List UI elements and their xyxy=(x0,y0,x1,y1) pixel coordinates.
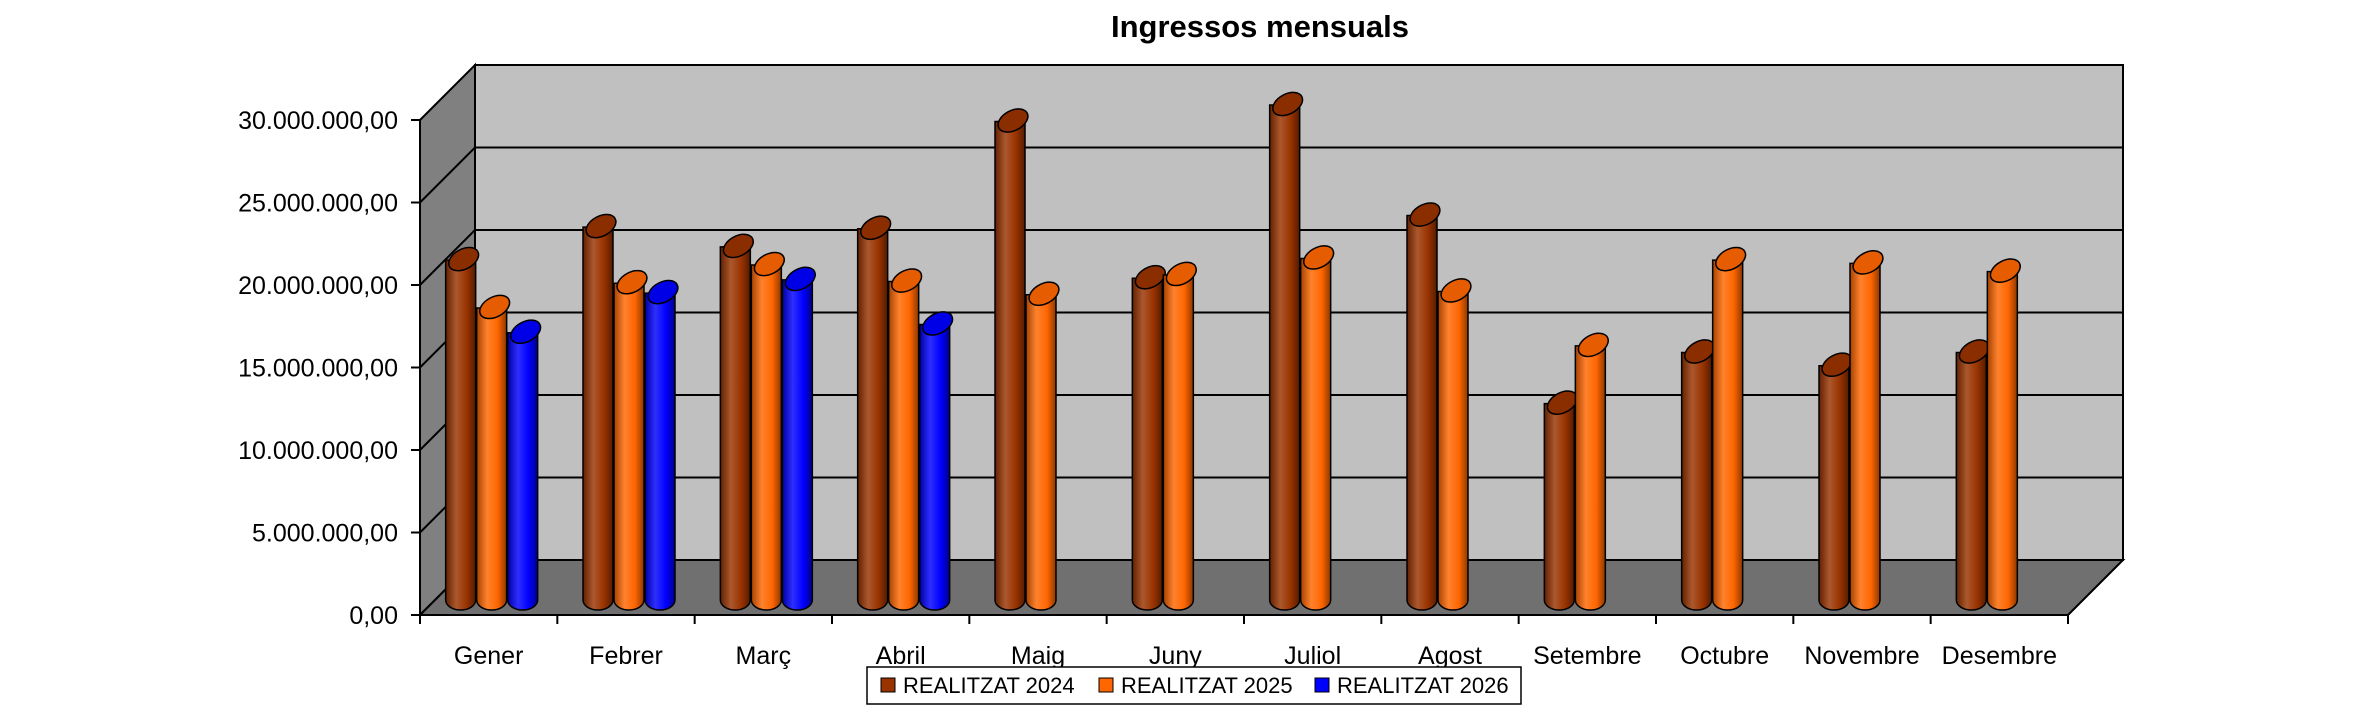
y-axis: 0,00 5.000.000,00 10.000.000,00 15.000.000,… xyxy=(238,107,421,630)
bar xyxy=(781,266,816,611)
bar xyxy=(1986,258,2021,611)
bar xyxy=(1162,261,1197,611)
bar xyxy=(1268,91,1304,611)
bar xyxy=(994,108,1029,611)
bar xyxy=(1131,264,1166,611)
x-tick-label: Setembre xyxy=(1533,642,1641,670)
x-tick-label: Març xyxy=(736,642,792,670)
bar xyxy=(475,294,511,611)
bar xyxy=(1437,278,1472,611)
bar xyxy=(1711,246,1747,611)
x-tick-label: Juny xyxy=(1149,642,1202,670)
bar xyxy=(856,215,892,611)
legend-label: REALITZAT 2026 xyxy=(1337,673,1509,698)
bar xyxy=(582,213,617,611)
y-tick-label: 15.000.000,00 xyxy=(238,355,398,383)
legend: REALITZAT 2024 REALITZAT 2025 REALITZAT 20… xyxy=(866,666,1522,705)
bar xyxy=(1025,281,1060,611)
legend-label: REALITZAT 2025 xyxy=(1121,673,1293,698)
x-tick-label: Abril xyxy=(876,642,926,670)
legend-label: REALITZAT 2024 xyxy=(903,673,1075,698)
x-tick-label: Febrer xyxy=(589,642,663,670)
bar xyxy=(750,251,785,611)
bar xyxy=(1818,352,1853,611)
bar xyxy=(1955,339,1990,611)
y-tick-label: 0,00 xyxy=(349,602,398,630)
gridline xyxy=(419,146,2123,204)
bar xyxy=(719,233,754,611)
legend-box xyxy=(866,666,1522,705)
y-tick-label: 30.000.000,00 xyxy=(238,107,398,135)
bar xyxy=(1574,332,1609,611)
y-tick-label: 20.000.000,00 xyxy=(238,272,398,300)
legend-swatch xyxy=(880,677,896,693)
bars xyxy=(444,91,2021,611)
bar xyxy=(506,319,542,611)
bar xyxy=(1406,202,1441,611)
y-tick-label: 25.000.000,00 xyxy=(238,190,398,218)
x-tick-label: Agost xyxy=(1418,642,1482,670)
bar xyxy=(1299,245,1335,611)
y-tick-label: 5.000.000,00 xyxy=(252,520,398,548)
y-tick-label: 10.000.000,00 xyxy=(238,437,398,465)
bar xyxy=(444,246,480,611)
x-tick-label: Maig xyxy=(1011,642,1065,670)
legend-swatch xyxy=(1314,677,1330,693)
legend-swatch xyxy=(1098,677,1114,693)
chart-title: Ingressos mensuals xyxy=(1111,9,1409,44)
x-tick-label: Juliol xyxy=(1284,642,1341,670)
bar xyxy=(613,269,648,611)
bar xyxy=(1849,250,1884,611)
x-tick-label: Novembre xyxy=(1804,642,1919,670)
x-axis: Gener Febrer Març Abril Maig Juny Juliol Agost S… xyxy=(419,614,2069,670)
bar xyxy=(918,311,954,611)
gridline xyxy=(419,229,2123,286)
x-tick-label: Octubre xyxy=(1680,642,1769,670)
bar xyxy=(644,279,679,611)
x-tick-label: Gener xyxy=(454,642,523,670)
bar xyxy=(1680,339,1716,611)
bar xyxy=(887,268,923,611)
x-tick-label: Desembre xyxy=(1942,642,2057,670)
